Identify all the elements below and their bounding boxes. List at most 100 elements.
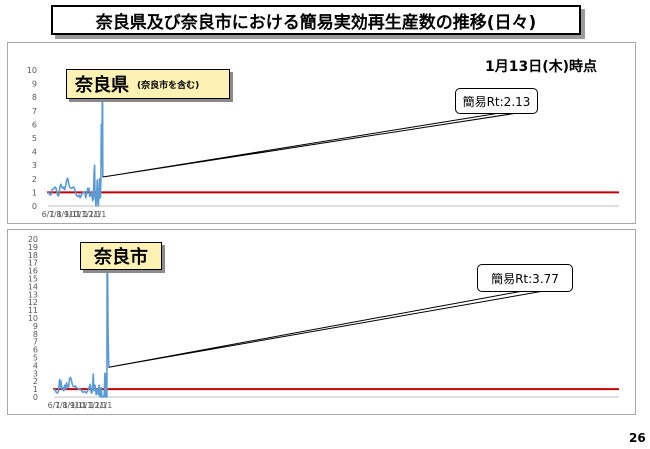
prefecture-chart-rt-point [83, 191, 85, 193]
city-chart-rt-point [59, 386, 61, 388]
prefecture-chart-rt-point [56, 191, 58, 193]
city-chart-x-tick-label: 12/1 [89, 401, 107, 410]
page-title: 奈良県及び奈良市における簡易実効再生産数の推移(日々) [51, 5, 581, 35]
city-chart-rt-point [66, 382, 68, 384]
city-chart-rt-point [106, 396, 108, 398]
prefecture-chart-panel: 0 1 2 3 4 5 6 7 8 9 10 6/1 7/1 8/1 9/1 10/1 11/1 12/1 1/1 … [7, 42, 636, 224]
prefecture-chart-x-tick-label: 9/1 [64, 210, 77, 219]
city-chart-y-tick-label: 13 [28, 290, 38, 299]
prefecture-chart-rt-point [72, 186, 75, 188]
city-chart-rt-point [95, 394, 97, 396]
prefecture-chart-rt-point [86, 191, 88, 193]
prefecture-chart-rt-point [61, 186, 63, 188]
city-chart-rt-point [104, 372, 106, 374]
city-chart: 012345678910111213141516171819206/17/18/… [28, 235, 619, 410]
city-chart-rt-point [98, 384, 100, 386]
prefecture-chart-rt-point [88, 187, 90, 189]
prefecture-chart-rt-point [68, 186, 71, 188]
prefecture-chart-rt-point [87, 187, 89, 189]
prefecture-chart-rt-point [100, 178, 102, 180]
prefecture-chart-rt-point [69, 187, 72, 189]
prefecture-chart-y-tick-label: 10 [27, 66, 37, 75]
city-chart-rt-point [69, 376, 72, 378]
prefecture-chart-y-tick-label: 6 [32, 120, 37, 129]
prefecture-chart-callout-pointer [102, 111, 525, 178]
prefecture-chart-x-tick-label: 7/1 [49, 210, 62, 219]
prefecture-chart-rt-point [49, 194, 51, 196]
prefecture-chart-rt-point [91, 191, 93, 193]
city-chart-x-tick-label: 7/1 [55, 401, 68, 410]
city-chart-y-tick-label: 1 [33, 385, 38, 394]
city-chart-rt-point [93, 390, 95, 392]
prefecture-chart-rt-point [57, 195, 59, 197]
city-chart-y-tick-label: 14 [28, 282, 38, 291]
city-chart-x-tick-label: 11/1 [82, 401, 100, 410]
prefecture-chart-y-tick-label: 2 [32, 175, 37, 184]
prefecture-chart-rt-point [74, 191, 77, 193]
prefecture-chart-rt-point [81, 193, 83, 195]
prefecture-chart-rt-point [95, 205, 97, 207]
prefecture-chart-x-tick-label: 11/1 [76, 210, 94, 219]
city-chart-y-tick-label: 18 [28, 251, 38, 260]
prefecture-chart-rt-point [98, 178, 101, 180]
prefecture-chart-y-tick-label: 1 [32, 188, 37, 197]
prefecture-chart-x-tick-label: 10/1 [69, 210, 87, 219]
prefecture-chart-rt-point [80, 194, 82, 196]
prefecture-chart-rt-point [59, 186, 61, 188]
city-chart-rt-point [55, 391, 57, 393]
prefecture-chart-x-tick-label: 12/1 [83, 210, 101, 219]
prefecture-chart-rt-point [98, 197, 100, 199]
prefecture-chart-rt-point [101, 140, 103, 142]
prefecture-chart-rt-point [62, 187, 64, 189]
prefecture-chart-x-tick-label: 8/1 [56, 210, 69, 219]
prefecture-chart-rt-point [70, 187, 73, 189]
city-chart-y-tick-label: 19 [28, 243, 38, 252]
city-chart-y-tick-label: 2 [33, 377, 38, 386]
city-chart-rt-point [72, 385, 74, 387]
prefecture-chart-rt-point [97, 197, 99, 199]
prefecture-chart-rt-point [89, 195, 91, 198]
city-chart-y-tick-label: 17 [28, 259, 38, 268]
prefecture-chart-rt-point [68, 182, 70, 184]
city-chart-rt-point [62, 386, 64, 389]
city-chart-x-tick-label: 10/1 [75, 401, 93, 410]
prefecture-chart-rt-point [60, 183, 62, 185]
city-chart-title: 奈良市 [80, 242, 162, 270]
city-chart-y-tick-label: 0 [33, 393, 38, 402]
city-chart-y-tick-label: 16 [28, 267, 38, 276]
city-chart-y-tick-label: 5 [33, 354, 38, 363]
city-chart-y-tick-label: 3 [33, 369, 38, 378]
city-chart-rt-point [63, 390, 65, 392]
prefecture-chart-rt-point [58, 194, 60, 196]
city-chart-rt-point [102, 396, 105, 398]
prefecture-chart-x-tick-label: 6/1 [42, 210, 55, 219]
city-chart-rt-point [74, 385, 76, 387]
prefecture-chart-rt-point [101, 164, 103, 166]
city-chart-rt-point [90, 391, 92, 393]
city-rt-callout: 簡易Rt:3.77 [477, 264, 573, 292]
city-chart-rt-point [88, 386, 90, 389]
city-chart-rt-point [91, 384, 94, 386]
city-chart-rt-point [80, 389, 82, 391]
prefecture-chart-y-tick-label: 8 [32, 93, 37, 102]
prefecture-chart-y-tick-label: 0 [32, 202, 37, 211]
prefecture-chart-rt-point [63, 186, 65, 188]
city-chart-rt-point [89, 383, 91, 385]
prefecture-chart-rt-point [75, 194, 77, 196]
city-chart-rt-point [96, 388, 98, 390]
prefecture-chart-rt-point [100, 123, 103, 125]
page-number: 26 [629, 431, 646, 445]
city-chart-y-tick-label: 7 [33, 338, 38, 347]
prefecture-chart-subtitle: (奈良市を含む) [137, 80, 200, 91]
city-chart-title-text: 奈良市 [94, 247, 148, 268]
prefecture-chart-rt-series-line [47, 82, 104, 207]
city-chart-y-tick-label: 11 [28, 306, 38, 315]
city-chart-rt-point [101, 396, 103, 398]
prefecture-chart-rt-point [93, 164, 96, 166]
city-chart-rt-point [100, 386, 102, 389]
city-chart-rt-point [97, 394, 99, 396]
prefecture-chart-rt-point [71, 187, 74, 189]
city-chart-y-tick-label: 12 [28, 298, 38, 307]
city-chart-callout-pointer [108, 287, 562, 368]
prefecture-chart-y-tick-label: 9 [32, 80, 37, 89]
